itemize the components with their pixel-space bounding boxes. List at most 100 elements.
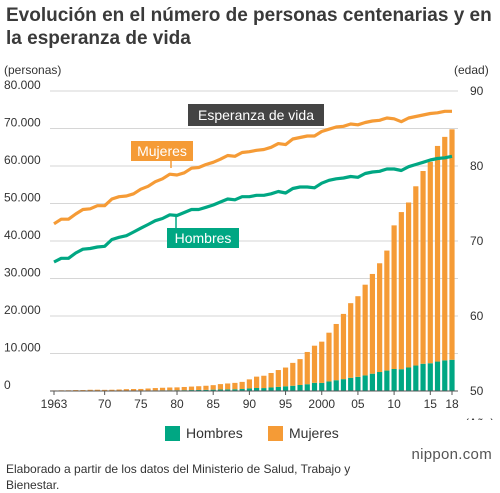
x-tick-label: 95 (279, 397, 293, 411)
bar-hombres (420, 363, 426, 391)
bar-mujeres (398, 212, 404, 370)
left-tick-label: 30.000 (4, 266, 41, 280)
bar-hombres (275, 386, 281, 391)
chart-title: Evolución en el número de personas cente… (6, 5, 492, 49)
bar-hombres (319, 382, 325, 391)
bar-mujeres (159, 387, 166, 391)
bar-hombres (225, 389, 231, 391)
bar-mujeres (297, 359, 303, 385)
bar-mujeres (391, 225, 397, 369)
bar-mujeres (167, 387, 173, 391)
bar-mujeres (261, 375, 267, 389)
bar-hombres (196, 389, 202, 391)
bar-mujeres (145, 388, 151, 391)
bar-mujeres (311, 345, 318, 383)
bar-hombres (217, 389, 224, 391)
annotation-box-esperanza (188, 104, 324, 126)
right-axis-label: (edad) (454, 63, 489, 77)
annotation-box-hombres (167, 228, 239, 248)
left-tick-label: 50.000 (4, 191, 41, 205)
bar-mujeres (246, 379, 252, 389)
x-tick-label: 90 (243, 397, 257, 411)
bar-hombres (348, 377, 354, 391)
bar-hombres (398, 369, 404, 391)
bar-mujeres (131, 389, 137, 391)
bar-hombres (340, 379, 347, 391)
life-expectancy-lines (53, 109, 453, 264)
bar-mujeres (304, 351, 310, 385)
bar-mujeres (196, 386, 202, 390)
right-tick-label: 60 (470, 309, 484, 323)
bar-hombres (362, 375, 368, 391)
left-tick-label: 40.000 (4, 228, 41, 242)
x-tick-label: 18 (445, 397, 459, 411)
bar-mujeres (290, 362, 296, 386)
bar-mujeres (123, 389, 129, 391)
x-tick-label: 1963 (41, 397, 68, 411)
bar-mujeres (427, 161, 433, 364)
legend-item-hombres: Hombres (165, 425, 243, 441)
bar-mujeres (73, 390, 79, 391)
bar-mujeres (102, 389, 108, 391)
x-axis-label: (Año) (465, 416, 494, 420)
bar-hombres (442, 360, 448, 391)
bar-mujeres (282, 367, 289, 387)
bars (51, 129, 455, 391)
bar-mujeres (319, 341, 325, 383)
x-tick-label: 05 (351, 397, 365, 411)
x-tick-label: 10 (387, 397, 401, 411)
left-tick-label: 20.000 (4, 303, 41, 317)
bar-mujeres (203, 385, 209, 390)
bar-mujeres (217, 384, 224, 390)
left-tick-label: 10.000 (4, 341, 41, 355)
bar-mujeres (333, 323, 339, 381)
bar-hombres (369, 373, 375, 391)
bar-mujeres (232, 382, 238, 390)
legend-item-mujeres: Mujeres (268, 425, 339, 441)
bar-mujeres (449, 129, 455, 360)
bar-hombres (333, 380, 339, 391)
bar-hombres (268, 387, 274, 391)
bar-mujeres (377, 263, 383, 373)
source-note: Elaborado a partir de los datos del Mini… (6, 462, 351, 492)
bar-mujeres (188, 386, 195, 391)
bar-hombres (413, 365, 419, 391)
x-tick-label: 80 (170, 397, 184, 411)
bar-hombres (203, 389, 209, 391)
axes: 80.000 70.000 60.000 50.000 40.000 30.000 20.0… (4, 63, 494, 420)
bar-hombres (384, 370, 390, 391)
bar-hombres (311, 382, 318, 391)
legend-swatch-hombres (165, 425, 180, 441)
right-tick-label: 70 (470, 234, 484, 248)
bar-mujeres (254, 376, 260, 388)
bar-mujeres (116, 389, 122, 391)
brand-logo: nippon.com (411, 446, 492, 463)
bar-mujeres (268, 373, 274, 388)
bar-mujeres (355, 296, 361, 377)
bar-hombres (427, 363, 433, 391)
left-tick-label: 70.000 (4, 116, 41, 130)
bar-mujeres (362, 284, 368, 376)
annotation-hombres: Hombres (175, 230, 232, 246)
bar-mujeres (326, 332, 332, 382)
x-tick-label: 85 (207, 397, 221, 411)
bar-mujeres (87, 389, 93, 391)
bar-mujeres (174, 387, 180, 391)
bar-hombres (405, 367, 412, 391)
legend-label-mujeres: Mujeres (289, 425, 339, 441)
legend: Hombres Mujeres (0, 425, 500, 445)
bar-mujeres (434, 145, 441, 362)
bar-hombres (290, 385, 296, 391)
bar-hombres (355, 376, 361, 391)
bar-mujeres (413, 186, 419, 366)
grid-lines (50, 90, 458, 354)
left-tick-label: 60.000 (4, 153, 41, 167)
left-tick-label: 0 (4, 378, 11, 392)
legend-label-hombres: Hombres (186, 425, 243, 441)
bar-hombres (326, 381, 332, 391)
bar-mujeres (181, 386, 187, 391)
bar-mujeres (239, 381, 245, 390)
bar-hombres (254, 388, 260, 391)
bar-hombres (377, 372, 383, 391)
bar-mujeres (384, 250, 390, 371)
